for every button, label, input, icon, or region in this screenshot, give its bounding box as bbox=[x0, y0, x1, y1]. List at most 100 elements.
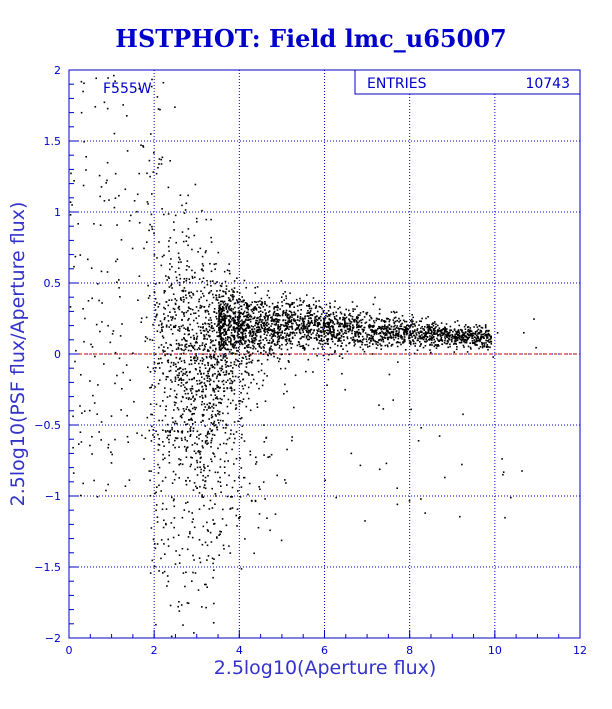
data-point bbox=[206, 433, 209, 436]
data-point bbox=[368, 326, 370, 328]
data-point bbox=[245, 358, 248, 360]
data-point bbox=[170, 299, 173, 301]
data-point bbox=[246, 362, 248, 364]
data-point bbox=[165, 301, 168, 303]
data-point bbox=[339, 317, 341, 319]
data-point bbox=[279, 328, 281, 331]
data-point bbox=[199, 561, 202, 564]
data-point bbox=[154, 319, 156, 321]
data-point bbox=[167, 186, 170, 189]
data-point bbox=[216, 536, 218, 538]
data-point bbox=[156, 516, 159, 518]
data-point bbox=[218, 305, 221, 308]
data-point bbox=[188, 307, 190, 310]
data-point bbox=[202, 326, 204, 328]
data-point bbox=[331, 338, 333, 340]
data-point bbox=[249, 450, 251, 453]
data-point bbox=[91, 436, 93, 438]
data-point bbox=[216, 398, 219, 400]
data-point bbox=[93, 479, 95, 482]
data-point bbox=[197, 325, 200, 328]
data-point bbox=[190, 398, 192, 400]
data-point bbox=[341, 372, 343, 375]
data-point bbox=[301, 329, 304, 331]
data-point bbox=[185, 370, 188, 373]
data-point bbox=[203, 403, 206, 405]
data-point bbox=[285, 311, 287, 314]
data-point bbox=[211, 330, 214, 333]
data-point bbox=[230, 379, 233, 382]
data-point bbox=[291, 316, 293, 319]
data-point bbox=[377, 344, 379, 346]
data-point bbox=[227, 379, 229, 382]
data-point bbox=[485, 346, 488, 348]
data-point bbox=[251, 328, 254, 330]
data-point bbox=[406, 330, 409, 333]
data-point bbox=[357, 332, 359, 334]
data-point bbox=[232, 320, 235, 322]
data-point bbox=[201, 381, 203, 384]
data-point bbox=[179, 298, 182, 300]
data-point bbox=[111, 333, 114, 335]
data-point bbox=[185, 456, 188, 458]
data-point bbox=[231, 389, 233, 392]
data-point bbox=[205, 327, 208, 330]
data-point bbox=[310, 321, 313, 323]
data-point bbox=[150, 470, 152, 472]
data-point bbox=[206, 559, 208, 561]
data-point bbox=[289, 340, 292, 343]
data-point bbox=[213, 363, 216, 366]
data-point bbox=[231, 318, 233, 321]
data-point bbox=[149, 338, 151, 341]
data-point bbox=[187, 310, 189, 312]
data-point bbox=[174, 422, 176, 425]
data-point bbox=[324, 323, 327, 325]
data-point bbox=[229, 315, 231, 318]
data-point bbox=[211, 405, 213, 408]
data-point bbox=[196, 335, 199, 338]
data-point bbox=[396, 319, 399, 322]
data-point bbox=[284, 321, 287, 324]
data-point bbox=[265, 322, 268, 324]
data-point bbox=[219, 321, 221, 324]
data-point bbox=[379, 335, 382, 337]
data-point bbox=[186, 340, 188, 342]
data-point bbox=[225, 305, 227, 308]
data-point bbox=[247, 327, 249, 329]
data-point bbox=[220, 531, 222, 533]
data-point bbox=[340, 353, 343, 355]
data-point bbox=[478, 332, 480, 334]
data-point bbox=[404, 330, 406, 333]
data-point bbox=[228, 365, 230, 368]
data-point bbox=[311, 322, 314, 324]
data-point bbox=[221, 316, 223, 318]
data-point bbox=[260, 319, 262, 321]
data-point bbox=[231, 294, 234, 296]
data-point bbox=[197, 589, 200, 591]
data-point bbox=[163, 306, 165, 309]
data-point bbox=[481, 327, 484, 329]
data-point bbox=[145, 316, 148, 319]
data-point bbox=[330, 319, 332, 321]
data-point bbox=[295, 328, 298, 330]
data-point bbox=[127, 441, 129, 443]
data-point bbox=[300, 326, 303, 329]
data-point bbox=[253, 346, 255, 348]
data-point bbox=[267, 331, 269, 334]
data-point bbox=[234, 344, 237, 346]
data-point bbox=[474, 344, 477, 346]
data-point bbox=[177, 329, 179, 331]
data-point bbox=[121, 323, 123, 325]
data-point bbox=[351, 318, 354, 320]
data-point bbox=[223, 460, 226, 463]
data-point bbox=[244, 342, 246, 345]
data-point bbox=[264, 301, 266, 303]
data-point bbox=[192, 347, 195, 349]
data-point bbox=[439, 335, 442, 337]
data-point bbox=[191, 536, 194, 539]
data-point bbox=[174, 396, 177, 398]
data-point bbox=[252, 352, 254, 355]
data-point bbox=[286, 327, 289, 329]
data-point bbox=[192, 430, 195, 432]
data-point bbox=[226, 304, 228, 307]
